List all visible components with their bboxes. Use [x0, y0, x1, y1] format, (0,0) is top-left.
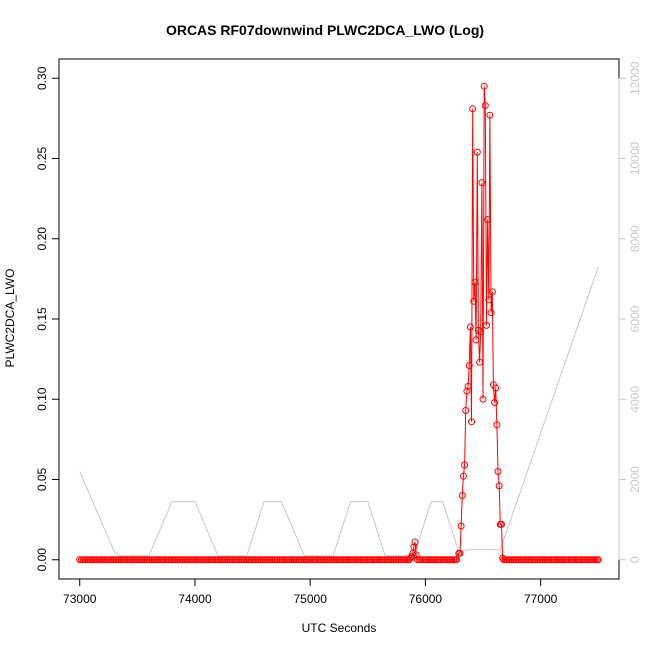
x-tick-label: 73000 — [63, 592, 97, 606]
x-tick-label: 76000 — [409, 592, 443, 606]
data-point — [411, 538, 419, 546]
data-point — [483, 321, 490, 329]
data-point — [479, 395, 487, 403]
chart-title: ORCAS RF07downwind PLWC2DCA_LWO (Log) — [166, 22, 484, 38]
y2-tick-label: 4000 — [628, 386, 642, 413]
y2-tick-label: 6000 — [628, 305, 642, 332]
data-point — [485, 296, 493, 304]
x-tick-label: 77000 — [524, 592, 558, 606]
data-point — [494, 468, 502, 475]
y-tick-label: 0.00 — [35, 548, 49, 572]
data-point — [456, 549, 464, 557]
data-point — [488, 288, 496, 296]
y2-tick-label: 2000 — [628, 466, 642, 493]
x-tick-label: 75000 — [294, 592, 328, 606]
data-point — [465, 362, 473, 369]
data-point — [410, 543, 418, 551]
y-tick-label: 0.15 — [35, 307, 49, 331]
y-axis-label: PLWC2DCA_LWO — [3, 269, 17, 368]
data-point — [408, 553, 416, 560]
plot-frame — [58, 58, 620, 580]
data-point — [495, 482, 503, 490]
data-point — [461, 461, 469, 469]
data-point — [466, 323, 474, 331]
data-point — [462, 407, 470, 414]
series-line-left-0 — [79, 86, 599, 561]
x-tick-label: 74000 — [178, 592, 212, 606]
data-point — [493, 421, 501, 429]
data-point — [477, 328, 485, 336]
data-point — [484, 216, 492, 223]
y2-tick-label: 10000 — [628, 141, 642, 175]
data-point — [486, 111, 494, 119]
data-point — [498, 520, 505, 528]
data-point — [473, 148, 481, 156]
data-point — [480, 82, 488, 90]
data-point — [453, 556, 460, 564]
y-tick-label: 0.25 — [35, 147, 49, 171]
y2-tick-label: 0 — [628, 556, 642, 563]
data-point — [472, 336, 480, 344]
y2-tick-label: 12000 — [628, 61, 642, 95]
data-point — [468, 418, 475, 426]
y-tick-label: 0.05 — [35, 467, 49, 491]
data-point — [459, 472, 467, 480]
data-point — [464, 382, 472, 390]
data-point — [458, 492, 466, 499]
series-layer — [76, 82, 602, 564]
data-point — [470, 297, 478, 305]
y-tick-label: 0.20 — [35, 227, 49, 251]
x-axis-label: UTC Seconds — [302, 621, 377, 635]
y-tick-label: 0.10 — [35, 387, 49, 411]
data-point — [487, 309, 495, 317]
axis-layer: 73000 74000 75000 76000 77000 0.00 0.05 0.10 0.1… — [35, 61, 642, 606]
data-point — [478, 179, 486, 187]
y2-tick-label: 8000 — [628, 225, 642, 252]
data-point — [471, 278, 479, 286]
data-point — [594, 556, 602, 564]
data-point — [492, 384, 500, 392]
data-point — [481, 102, 489, 109]
data-point — [469, 105, 477, 113]
data-point — [491, 399, 499, 406]
data-point — [457, 522, 465, 530]
data-point — [476, 358, 484, 366]
y-tick-label: 0.30 — [35, 66, 49, 90]
series-line-right-0 — [79, 266, 599, 557]
data-point — [409, 549, 417, 557]
data-point — [463, 387, 471, 395]
